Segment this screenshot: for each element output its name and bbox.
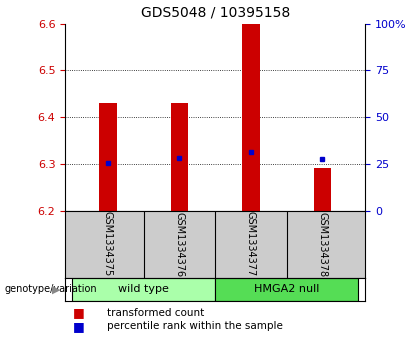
Text: GSM1334376: GSM1334376 — [174, 212, 184, 277]
Text: transformed count: transformed count — [108, 307, 205, 318]
Text: percentile rank within the sample: percentile rank within the sample — [108, 321, 284, 331]
Text: GSM1334377: GSM1334377 — [246, 212, 256, 277]
Text: ■: ■ — [73, 306, 84, 319]
Title: GDS5048 / 10395158: GDS5048 / 10395158 — [141, 6, 290, 20]
Bar — [215, 278, 358, 301]
Text: ▶: ▶ — [52, 285, 61, 294]
Text: GSM1334375: GSM1334375 — [103, 212, 113, 277]
Bar — [171, 103, 189, 211]
Bar — [314, 168, 331, 211]
Bar — [72, 278, 215, 301]
Bar — [99, 103, 117, 211]
Bar — [242, 21, 260, 211]
Text: ■: ■ — [73, 320, 84, 333]
Text: genotype/variation: genotype/variation — [4, 285, 97, 294]
Text: HMGA2 null: HMGA2 null — [254, 285, 320, 294]
Text: GSM1334378: GSM1334378 — [318, 212, 328, 277]
Text: wild type: wild type — [118, 285, 169, 294]
